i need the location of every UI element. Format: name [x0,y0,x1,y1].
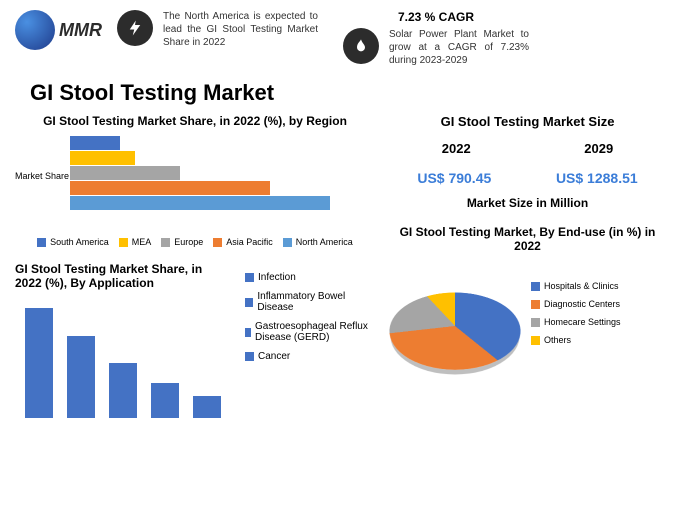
application-bar [193,396,221,418]
legend-item: Inflammatory Bowel Disease [245,291,375,313]
legend-item: Infection [245,272,375,283]
enduse-chart-title: GI Stool Testing Market, By End-use (in … [385,225,670,253]
market-size-unit: Market Size in Million [385,196,670,210]
region-chart-title: GI Stool Testing Market Share, in 2022 (… [15,114,375,128]
legend-swatch [531,318,540,327]
legend-label: Infection [258,272,296,283]
enduse-chart-legend: Hospitals & Clinics Diagnostic Centers Hom… [525,261,621,381]
region-bar [70,196,330,210]
info-text-2: Solar Power Plant Market to grow at a CA… [389,28,529,67]
header: MMR The North America is expected to lea… [0,0,685,72]
legend-item: Cancer [245,351,375,362]
region-chart-ylabel: Market Share [15,171,69,181]
region-bar [70,166,180,180]
market-size-title: GI Stool Testing Market Size [385,114,670,129]
legend-swatch [213,238,222,247]
legend-label: South America [50,237,109,247]
application-chart-legend: Infection Inflammatory Bowel Disease Gastr… [225,262,375,418]
legend-label: Inflammatory Bowel Disease [257,291,375,313]
legend-swatch [245,273,254,282]
legend-item: South America [37,237,109,247]
logo: MMR [15,10,102,50]
legend-label: Diagnostic Centers [544,299,620,309]
region-bar [70,181,270,195]
legend-label: Europe [174,237,203,247]
legend-swatch [119,238,128,247]
legend-label: Others [544,335,571,345]
market-size-year1: 2022 [442,141,471,156]
info-text-1: The North America is expected to lead th… [163,10,318,49]
legend-label: Cancer [258,351,290,362]
market-size-block: GI Stool Testing Market Size 2022 2029 U… [385,114,670,210]
bolt-icon [117,10,153,46]
legend-label: Gastroesophageal Reflux Disease (GERD) [255,321,375,343]
cagr-title: 7.23 % CAGR [343,10,529,24]
legend-swatch [37,238,46,247]
main-title: GI Stool Testing Market [0,72,685,114]
enduse-chart: GI Stool Testing Market, By End-use (in … [385,225,670,381]
legend-item: Others [531,335,621,345]
logo-text: MMR [59,20,102,41]
info-block-1: The North America is expected to lead th… [117,10,318,49]
legend-swatch [245,352,254,361]
legend-item: Diagnostic Centers [531,299,621,309]
left-column: GI Stool Testing Market Share, in 2022 (… [15,114,375,418]
market-size-value1: US$ 790.45 [417,170,491,186]
legend-item: Hospitals & Clinics [531,281,621,291]
content: GI Stool Testing Market Share, in 2022 (… [0,114,685,418]
cagr-block: 7.23 % CAGR Solar Power Plant Market to … [343,10,529,67]
market-size-year2: 2029 [584,141,613,156]
legend-swatch [245,328,251,337]
pie-graphic [380,293,530,370]
application-chart: GI Stool Testing Market Share, in 2022 (… [15,262,375,418]
legend-label: North America [296,237,353,247]
application-chart-title: GI Stool Testing Market Share, in 2022 (… [15,262,225,290]
legend-swatch [283,238,292,247]
region-chart-legend: South America MEA Europe Asia Pacific North … [15,237,375,247]
legend-swatch [531,282,540,291]
legend-item: Europe [161,237,203,247]
legend-item: MEA [119,237,152,247]
right-column: GI Stool Testing Market Size 2022 2029 U… [375,114,670,418]
market-size-value2: US$ 1288.51 [556,170,638,186]
application-bar [67,336,95,418]
legend-item: North America [283,237,353,247]
legend-label: Hospitals & Clinics [544,281,619,291]
legend-label: Homecare Settings [544,317,621,327]
region-bar [70,151,135,165]
legend-swatch [161,238,170,247]
legend-swatch [531,336,540,345]
legend-label: MEA [132,237,152,247]
region-chart: GI Stool Testing Market Share, in 2022 (… [15,114,375,247]
flame-icon [343,28,379,64]
region-bar [70,136,120,150]
legend-item: Homecare Settings [531,317,621,327]
application-bar [109,363,137,418]
legend-swatch [531,300,540,309]
legend-label: Asia Pacific [226,237,273,247]
legend-item: Asia Pacific [213,237,273,247]
application-bar [25,308,53,418]
legend-swatch [245,298,253,307]
legend-item: Gastroesophageal Reflux Disease (GERD) [245,321,375,343]
application-bar [151,383,179,418]
globe-icon [15,10,55,50]
